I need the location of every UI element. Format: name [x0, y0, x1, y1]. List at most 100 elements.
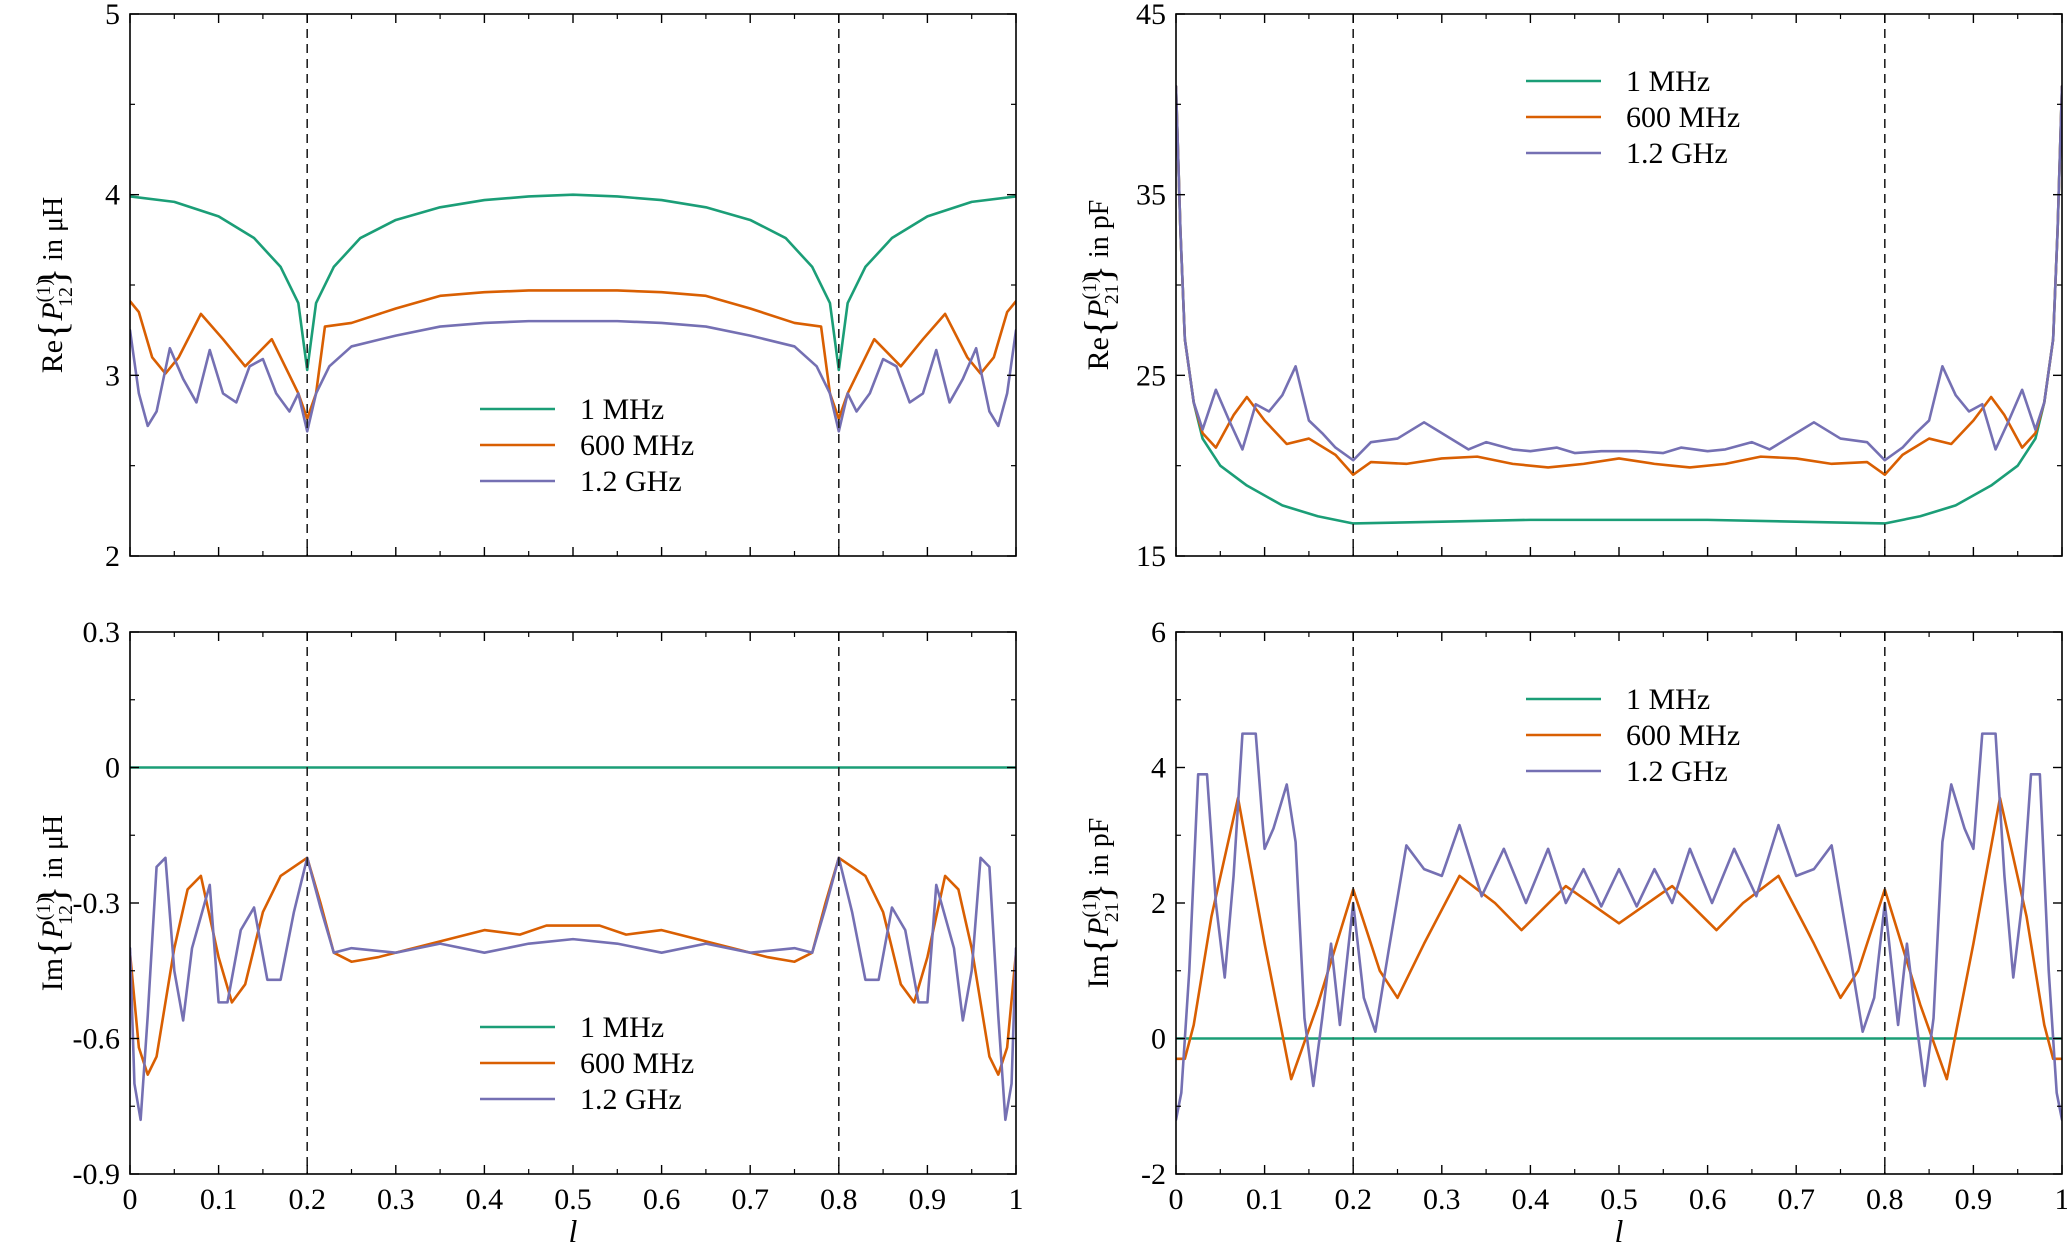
y-tick-label: 2 — [105, 540, 120, 573]
y-label-symbol: P — [36, 302, 69, 321]
legend-label: 600 MHz — [580, 1047, 694, 1080]
y-label-subscript: 21 — [1101, 902, 1123, 922]
x-tick-label: 0.2 — [1334, 1183, 1372, 1216]
x-tick-label: 0.5 — [1600, 1183, 1638, 1216]
series-line-600-mhz — [1176, 84, 2062, 477]
y-label-brace-close: } — [1076, 265, 1121, 284]
y-tick-label: -2 — [1141, 1158, 1166, 1191]
legend-label: 600 MHz — [1626, 719, 1740, 752]
y-label-subscript: 12 — [55, 905, 77, 925]
y-label-part: Im — [1082, 955, 1115, 988]
y-label-brace-open: { — [30, 321, 75, 340]
x-tick-label: 0.4 — [466, 1183, 504, 1216]
x-tick-label: 0.3 — [377, 1183, 415, 1216]
y-axis-label-text: Im{P(1)12} in μH — [30, 815, 77, 991]
legend-label: 1 MHz — [1626, 683, 1710, 716]
y-tick-label: 4 — [1151, 752, 1166, 785]
y-tick-label: 3 — [105, 359, 120, 392]
y-label-unit: in pF — [1084, 818, 1115, 883]
legend-label: 1 MHz — [580, 1011, 664, 1044]
series-line-600-mhz — [1176, 796, 2062, 1081]
y-label-symbol: P — [36, 920, 69, 939]
y-label-brace-close: } — [1076, 883, 1121, 902]
y-tick-label: 4 — [105, 179, 120, 212]
legend-label: 1.2 GHz — [580, 1083, 682, 1116]
x-tick-label: 1 — [2055, 1183, 2067, 1216]
y-label-subscript: 21 — [1101, 284, 1123, 304]
x-tick-label: 0.3 — [1423, 1183, 1461, 1216]
y-label-part: Re — [36, 340, 69, 373]
x-tick-label: 0.9 — [1955, 1183, 1993, 1216]
x-tick-label: 0.6 — [1689, 1183, 1727, 1216]
y-label-brace-close: } — [30, 886, 75, 905]
legend-label: 1.2 GHz — [580, 465, 682, 498]
y-label-unit: in μH — [38, 197, 69, 268]
x-tick-label: 0 — [1169, 1183, 1184, 1216]
y-label-brace-open: { — [30, 939, 75, 958]
y-axis-label: Im{P(1)12} in μH — [30, 815, 77, 991]
y-tick-label: -0.9 — [73, 1158, 121, 1191]
plot-frame — [1175, 13, 2063, 557]
y-label-superscript: (1) — [1079, 276, 1101, 299]
y-tick-label: 45 — [1136, 0, 1166, 31]
series-line-1-2-ghz — [130, 319, 1016, 433]
y-axis-label-text: Im{P(1)21} in pF — [1076, 818, 1123, 989]
plot-frame — [1175, 631, 2063, 1175]
y-tick-label: 2 — [1151, 887, 1166, 920]
y-tick-label: 0.3 — [83, 616, 121, 649]
y-label-brace-open: { — [1076, 936, 1121, 955]
y-tick-label: -0.3 — [73, 887, 121, 920]
y-axis-label: Re{P(1)12} in μH — [30, 197, 77, 373]
chart-im_p12: 0 0.1 0.2 0.3 0.4 0.5 0.6 0.7 0.8 0.9 1 -0.9 -0.6 -0.… — [30, 616, 1024, 1247]
x-tick-label: 0 — [123, 1183, 138, 1216]
x-tick-label: 0.7 — [731, 1183, 769, 1216]
y-tick-label: -0.6 — [73, 1023, 121, 1056]
y-label-symbol: P — [1082, 918, 1115, 937]
series-line-1-2-ghz — [1176, 732, 2062, 1122]
y-axis-label: Re{P(1)21} in pF — [1076, 200, 1123, 371]
series-line-600-mhz — [130, 289, 1016, 420]
y-label-symbol: P — [1082, 300, 1115, 319]
series-line-600-mhz — [130, 856, 1016, 1076]
x-tick-label: 0.1 — [1246, 1183, 1284, 1216]
x-tick-label: 0.8 — [1866, 1183, 1904, 1216]
legend-label: 1.2 GHz — [1626, 137, 1728, 170]
y-label-brace-close: } — [30, 268, 75, 287]
y-label-superscript: (1) — [33, 897, 55, 920]
legend-label: 600 MHz — [1626, 101, 1740, 134]
x-tick-label: 0.2 — [288, 1183, 326, 1216]
y-tick-label: 0 — [1151, 1023, 1166, 1056]
x-tick-label: 0.7 — [1777, 1183, 1815, 1216]
x-tick-label: 1 — [1009, 1183, 1024, 1216]
legend-label: 1 MHz — [580, 393, 664, 426]
y-tick-label: 35 — [1136, 179, 1166, 212]
plot-frame — [129, 631, 1017, 1175]
x-tick-label: 0.4 — [1512, 1183, 1550, 1216]
y-label-brace-open: { — [1076, 318, 1121, 337]
series-line-1-mhz — [1176, 84, 2062, 525]
y-label-part: Re — [1082, 337, 1115, 370]
y-axis-label: Im{P(1)21} in pF — [1076, 818, 1123, 989]
y-label-unit: in μH — [38, 815, 69, 886]
y-axis-label-text: Re{P(1)21} in pF — [1076, 200, 1123, 371]
legend-label: 1 MHz — [1626, 65, 1710, 98]
y-label-part: Im — [36, 958, 69, 991]
x-tick-label: 0.9 — [909, 1183, 947, 1216]
series-line-1-2-ghz — [1176, 84, 2062, 462]
y-tick-label: 5 — [105, 0, 120, 31]
y-tick-label: 25 — [1136, 359, 1166, 392]
y-axis-label-text: Re{P(1)12} in μH — [30, 197, 77, 373]
plot-frame — [129, 13, 1017, 557]
series-line-1-2-ghz — [130, 856, 1016, 1122]
x-tick-label: 0.1 — [200, 1183, 238, 1216]
y-label-subscript: 12 — [55, 287, 77, 307]
y-tick-label: 15 — [1136, 540, 1166, 573]
x-axis-label: l — [569, 1213, 578, 1247]
y-label-superscript: (1) — [1079, 894, 1101, 917]
